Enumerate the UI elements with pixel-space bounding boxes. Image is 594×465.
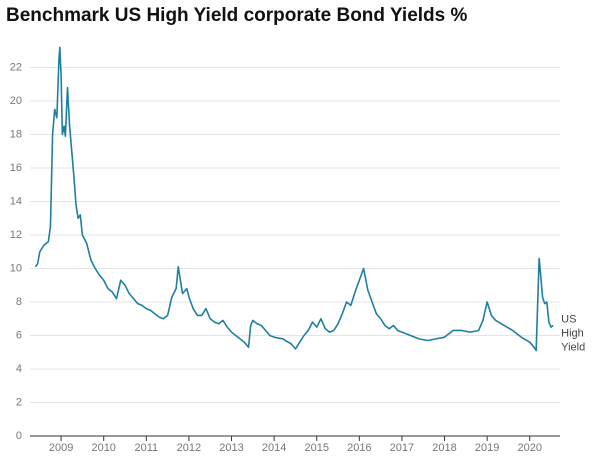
x-tick-label: 2011	[134, 442, 158, 454]
x-tick-label: 2014	[262, 442, 286, 454]
x-tick-label: 2013	[219, 442, 243, 454]
y-tick-label: 16	[10, 162, 22, 174]
chart-title: Benchmark US High Yield corporate Bond Y…	[6, 5, 467, 26]
x-tick-label: 2018	[432, 442, 456, 454]
x-tick-label: 2016	[347, 442, 371, 454]
y-tick-label: 22	[10, 61, 22, 73]
line-series	[34, 46, 554, 352]
y-tick-label: 8	[16, 296, 22, 308]
y-tick-label: 4	[16, 363, 22, 375]
y-tick-label: 10	[10, 262, 22, 274]
x-tick-label: 2020	[518, 442, 542, 454]
x-tick-label: 2019	[475, 442, 499, 454]
y-tick-label: 6	[16, 329, 22, 341]
x-tick-label: 2015	[304, 442, 328, 454]
y-tick-label: 18	[10, 128, 22, 140]
y-tick-label: 2	[16, 396, 22, 408]
y-tick-label: 12	[10, 229, 22, 241]
x-tick-label: 2010	[91, 442, 115, 454]
y-tick-label: 0	[16, 430, 22, 442]
x-tick-label: 2017	[390, 442, 414, 454]
x-tick-label: 2009	[49, 442, 73, 454]
series-label: US High Yield	[561, 313, 587, 353]
y-tick-label: 20	[10, 95, 22, 107]
x-tick-label: 2012	[177, 442, 201, 454]
y-tick-label: 14	[10, 195, 22, 207]
